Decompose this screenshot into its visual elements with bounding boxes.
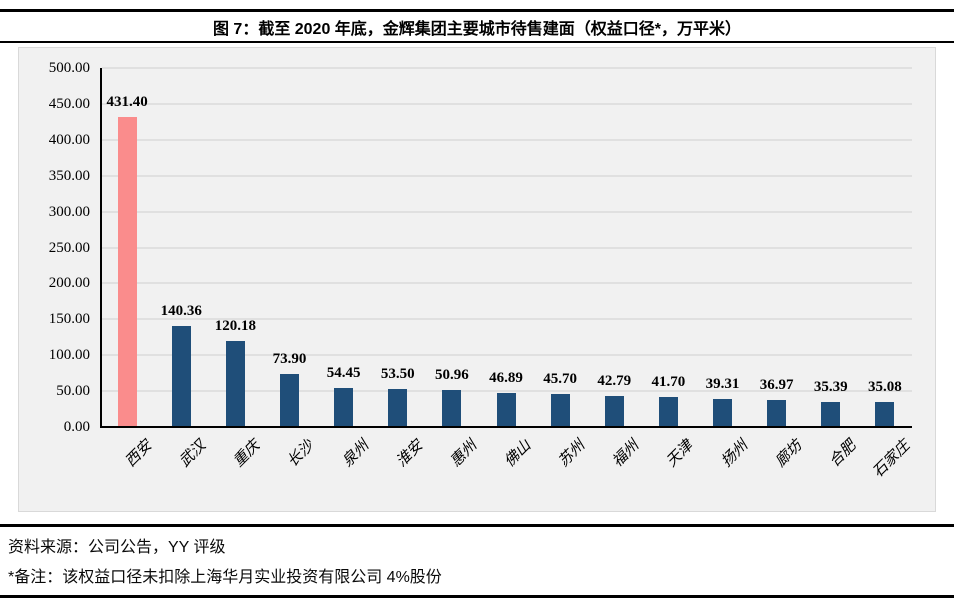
y-tick-label: 250.00: [48, 239, 90, 256]
gridline: [102, 67, 912, 69]
bar-value-label: 36.97: [759, 377, 794, 394]
footnote: *备注：该权益口径未扣除上海华月实业投资有限公司 4%股份: [8, 569, 442, 586]
y-tick-label: 300.00: [48, 203, 90, 220]
x-tick-label-text: 武汉: [176, 437, 210, 471]
bottom-rule: [0, 595, 954, 598]
y-tick-label: 400.00: [48, 131, 90, 148]
x-tick-label-text: 淮安: [393, 437, 426, 471]
x-tick-label-text: 西安: [122, 437, 156, 471]
bar: [821, 401, 841, 427]
x-tick-label-text: 廊坊: [772, 437, 805, 471]
x-axis-line: [100, 426, 912, 428]
figure-title: 图 7：截至 2020 年底，金辉集团主要城市待售建面（权益口径*，万平米）: [212, 21, 742, 38]
bar: [767, 400, 787, 427]
bar-value-label: 73.90: [272, 350, 307, 367]
top-rule: [0, 9, 954, 12]
y-tick-label: 100.00: [48, 347, 90, 364]
gridline: [102, 210, 912, 213]
x-tick-label-text: 泉州: [339, 437, 372, 471]
x-tick-label-text: 重庆: [230, 437, 264, 471]
bar: [713, 398, 733, 427]
x-tick-label-text: 石家庄: [869, 437, 914, 481]
bar: [388, 388, 408, 427]
bar-value-label: 35.39: [813, 378, 848, 395]
gridline: [102, 390, 912, 393]
bar-value-label: 50.96: [434, 367, 469, 384]
x-tick-label-text: 佛山: [501, 437, 535, 471]
bar-value-label: 42.79: [597, 373, 632, 390]
bar: [171, 326, 191, 427]
bar: [658, 397, 678, 427]
gridline: [102, 174, 912, 177]
x-tick-label-text: 福州: [609, 437, 643, 471]
x-tick-label-text: 合肥: [826, 437, 859, 471]
bar-value-label: 54.45: [326, 364, 361, 381]
bar-value-label: 431.40: [106, 94, 148, 111]
x-tick-label-text: 扬州: [718, 437, 751, 471]
bar: [279, 373, 299, 427]
x-tick-label-text: 天津: [663, 437, 697, 471]
y-axis-line: [100, 68, 102, 427]
bar-value-label: 53.50: [380, 365, 415, 382]
chart-panel: 0.00 50.00 100.00 150.00 200.00 250.00 300.00 3…: [18, 47, 936, 512]
title-separator-rule: [0, 41, 954, 43]
x-tick-label-text: 苏州: [555, 437, 589, 471]
x-tick-label-text: 长沙: [285, 437, 318, 471]
bar: [442, 390, 462, 427]
gridline: [102, 102, 912, 105]
y-tick-label: 50.00: [56, 383, 90, 400]
y-tick-label: 350.00: [48, 167, 90, 184]
bar-value-label: 46.89: [489, 370, 523, 387]
bar-highlight: [117, 117, 137, 427]
source-note: 资料来源：公司公告，YY 评级: [8, 539, 226, 556]
plot-area: 0.00 50.00 100.00 150.00 200.00 250.00 300.00 3…: [49, 60, 913, 481]
y-tick-label: 500.00: [48, 60, 90, 76]
y-tick-label: 0.00: [63, 419, 90, 435]
bar-value-label: 140.36: [160, 303, 202, 320]
y-tick-label: 200.00: [48, 275, 90, 292]
gridline: [102, 246, 912, 249]
gridline: [102, 318, 912, 321]
bar: [550, 394, 570, 427]
gridline: [102, 138, 912, 141]
bar-value-label: 120.18: [214, 317, 256, 334]
y-tick-label: 450.00: [48, 95, 90, 112]
bar: [496, 393, 516, 427]
bar-value-label: 45.70: [543, 371, 577, 388]
footer-separator-rule: [0, 524, 954, 527]
bar: [875, 401, 895, 427]
gridline: [102, 282, 912, 285]
y-tick-label: 150.00: [48, 311, 90, 328]
x-tick-label-text: 惠州: [447, 437, 481, 471]
bar: [604, 396, 624, 427]
bar: [334, 387, 354, 427]
bar-value-label: 35.08: [868, 378, 902, 395]
bar-value-label: 41.70: [651, 374, 686, 391]
bar-value-label: 39.31: [705, 375, 740, 392]
gridline: [102, 354, 912, 357]
bar: [225, 340, 245, 427]
